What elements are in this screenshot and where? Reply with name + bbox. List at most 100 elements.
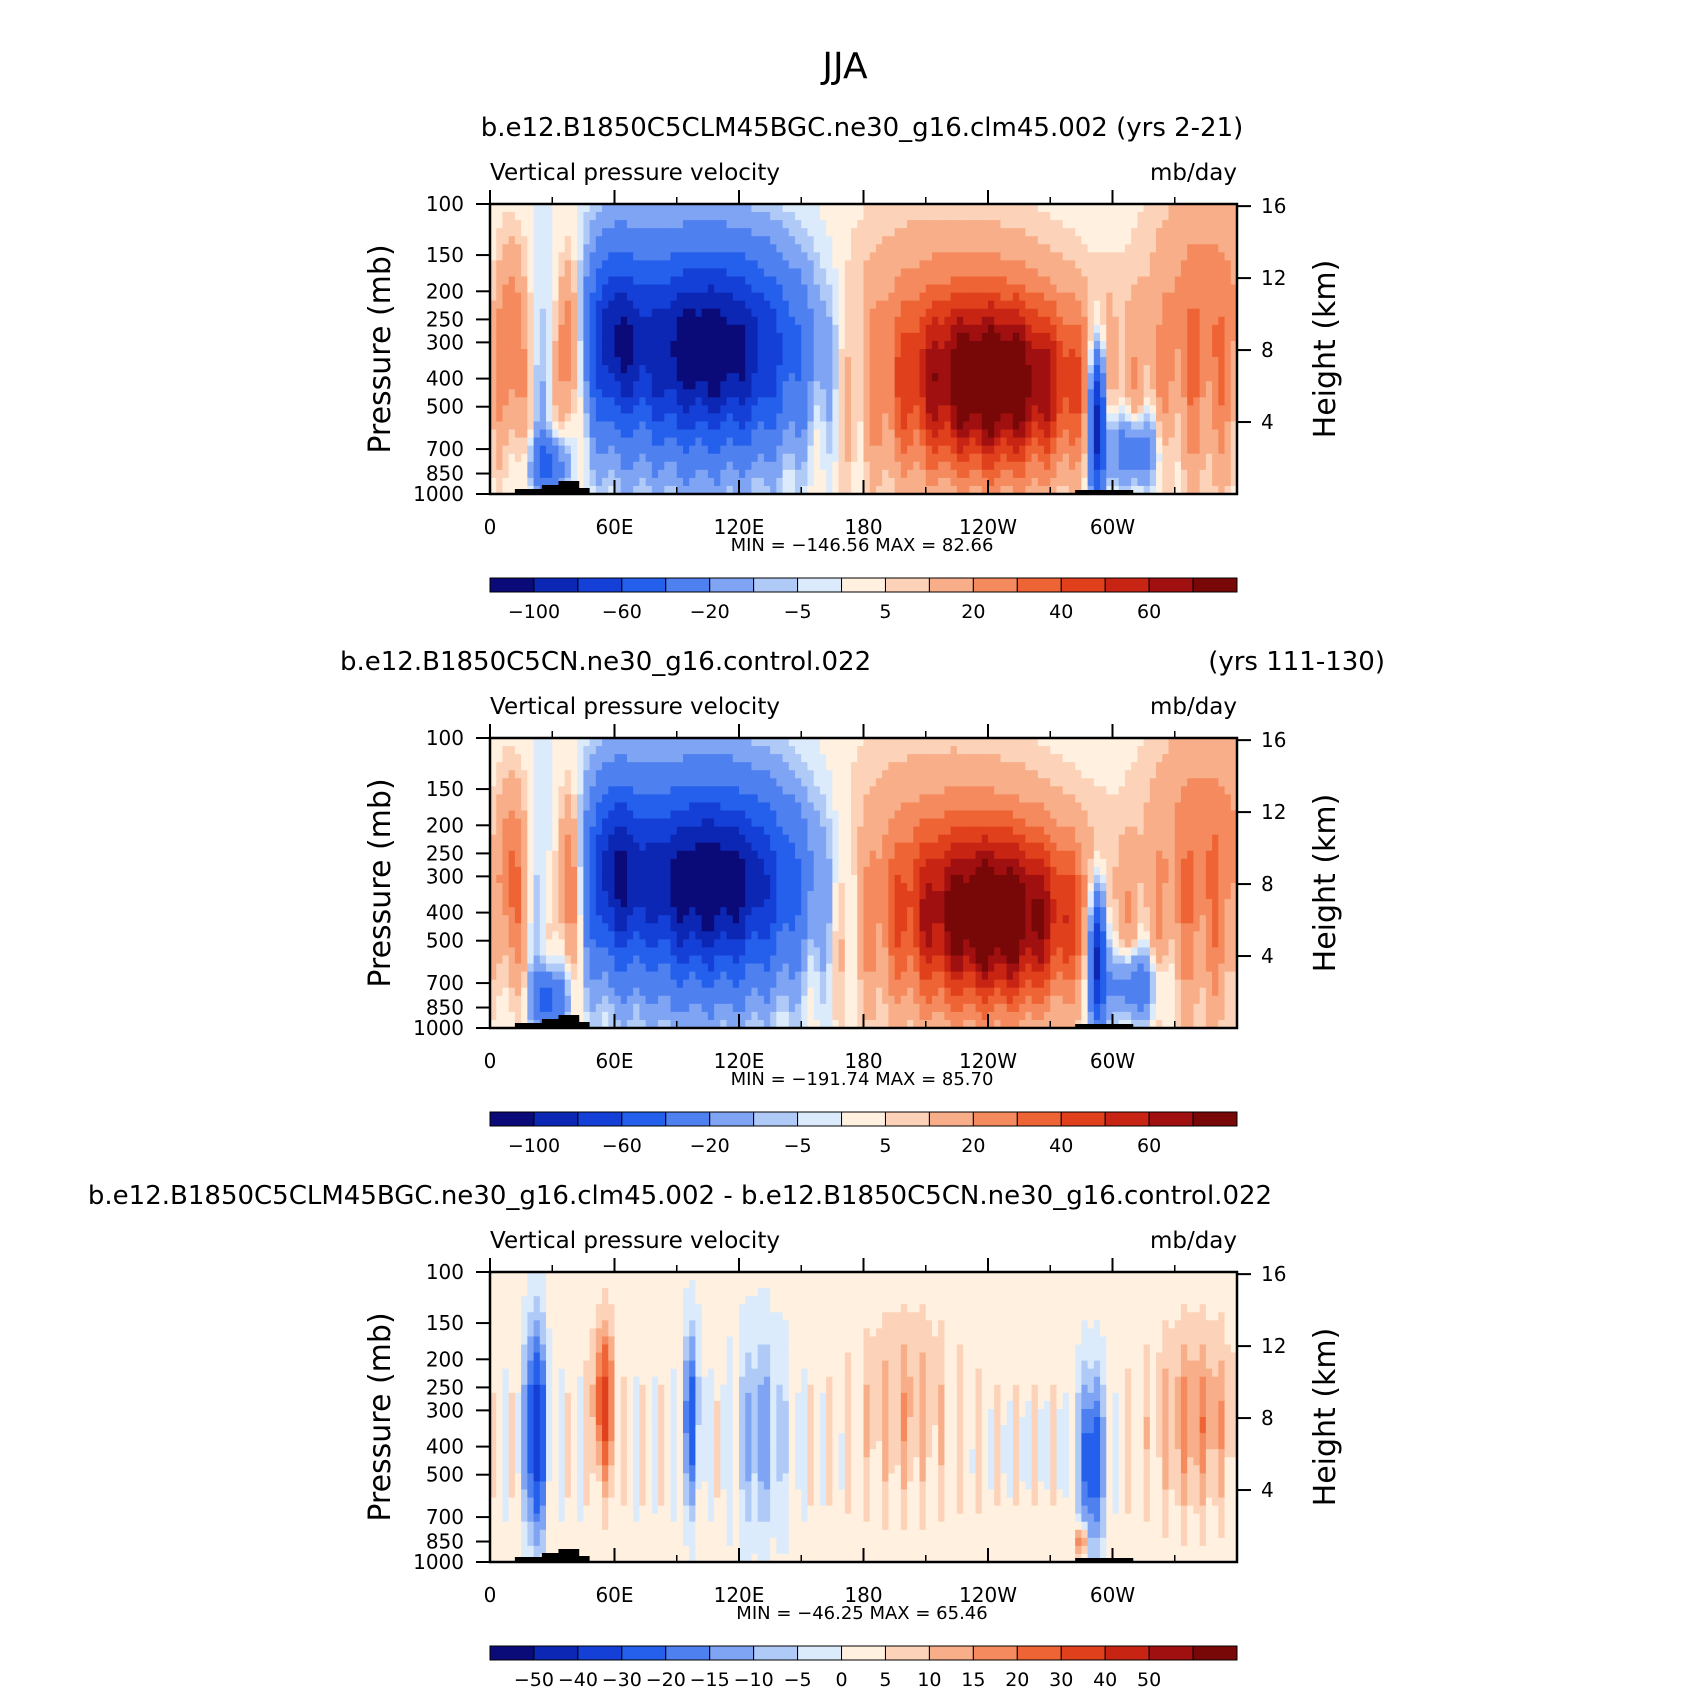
heatmap-cell	[1062, 413, 1070, 423]
heatmap-cell	[1075, 284, 1082, 294]
heatmap-cell	[695, 373, 703, 382]
heatmap-cell	[1056, 204, 1064, 213]
heatmap-cell	[521, 754, 528, 763]
heatmap-cell	[1006, 461, 1014, 471]
heatmap-cell	[1187, 300, 1195, 310]
heatmap-cell	[651, 405, 659, 415]
heatmap-cell	[1218, 469, 1226, 479]
heatmap-cell	[963, 437, 970, 447]
heatmap-cell	[782, 413, 790, 423]
heatmap-cell	[514, 421, 522, 431]
heatmap-cell	[552, 421, 560, 431]
heatmap-cell	[1025, 469, 1033, 479]
heatmap-cell	[1037, 754, 1045, 763]
heatmap-cell	[595, 365, 603, 374]
heatmap-cell	[894, 365, 902, 374]
heatmap-cell	[751, 437, 759, 447]
heatmap-cell	[907, 316, 914, 326]
heatmap-cell	[1124, 421, 1132, 431]
heatmap-cell	[732, 754, 740, 763]
heatmap-cell	[1131, 228, 1138, 237]
heatmap-cell	[882, 746, 889, 755]
heatmap-cell	[1044, 437, 1051, 447]
heatmap-cell	[620, 268, 628, 278]
heatmap-cell	[732, 421, 740, 431]
heatmap-cell	[689, 228, 697, 237]
heatmap-cell	[913, 397, 921, 406]
heatmap-cell	[1056, 453, 1064, 463]
heatmap-cell	[782, 365, 790, 374]
heatmap-cell	[1230, 413, 1238, 423]
heatmap-cell	[981, 365, 989, 374]
heatmap-cell	[1212, 252, 1219, 261]
heatmap-cell	[981, 437, 989, 447]
heatmap-cell	[1137, 469, 1145, 479]
heatmap-cell	[963, 381, 970, 390]
heatmap-cell	[925, 389, 933, 398]
heatmap-cell	[1112, 252, 1120, 261]
heatmap-cell	[782, 485, 790, 495]
heatmap-cell	[888, 276, 896, 286]
heatmap-cell	[1050, 332, 1058, 342]
heatmap-cell	[570, 437, 578, 447]
y-tick-label: 700	[426, 437, 464, 461]
heatmap-cell	[1025, 397, 1033, 406]
heatmap-cell	[844, 324, 852, 334]
heatmap-cell	[819, 300, 827, 310]
heatmap-cell	[1193, 453, 1201, 463]
heatmap-cell	[1044, 389, 1051, 398]
heatmap-cell	[1100, 228, 1107, 237]
heatmap-cell	[757, 308, 765, 318]
heatmap-cell	[1205, 276, 1213, 286]
heatmap-cell	[1180, 437, 1188, 447]
heatmap-cell	[602, 373, 609, 382]
heatmap-cell	[626, 308, 634, 318]
heatmap-cell	[1199, 405, 1207, 415]
heatmap-cell	[1168, 413, 1176, 423]
heatmap-cell	[763, 453, 771, 463]
heatmap-cell	[1112, 349, 1120, 358]
heatmap-cell	[1131, 316, 1138, 326]
heatmap-cell	[900, 340, 908, 350]
heatmap-cell	[1093, 381, 1101, 390]
heatmap-cell	[726, 268, 734, 278]
heatmap-cell	[857, 445, 865, 455]
heatmap-cell	[527, 738, 535, 747]
heatmap-cell	[651, 373, 659, 382]
heatmap-cell	[583, 373, 591, 382]
heatmap-cell	[801, 453, 809, 463]
heatmap-cell	[514, 212, 522, 221]
heatmap-cell	[682, 762, 690, 771]
heatmap-cell	[1187, 220, 1195, 229]
heatmap-cell	[1137, 324, 1145, 334]
heatmap-cell	[558, 220, 566, 229]
heatmap-cell	[689, 461, 697, 471]
heatmap-cell	[1131, 762, 1138, 771]
heatmap-cell	[988, 373, 995, 382]
heatmap-cell	[639, 469, 647, 479]
heatmap-cell	[608, 770, 616, 779]
heatmap-cell	[514, 204, 522, 213]
heatmap-cell	[732, 308, 740, 318]
heatmap-cell	[689, 340, 697, 350]
heatmap-cell	[676, 437, 684, 447]
heatmap-cell	[1143, 437, 1151, 447]
heatmap-cell	[963, 220, 970, 229]
heatmap-cell	[757, 389, 765, 398]
heatmap-cell	[875, 762, 883, 771]
heatmap-cell	[1187, 469, 1195, 479]
heatmap-cell	[608, 477, 616, 487]
heatmap-cell	[508, 260, 516, 270]
heatmap-cell	[795, 268, 802, 278]
heatmap-cell	[1068, 453, 1076, 463]
heatmap-cell	[1044, 746, 1051, 755]
heatmap-cell	[981, 340, 989, 350]
heatmap-cell	[1218, 445, 1226, 455]
heatmap-cell	[639, 365, 647, 374]
heatmap-cell	[1031, 260, 1039, 270]
heatmap-cell	[1124, 308, 1132, 318]
heatmap-cell	[1031, 429, 1039, 439]
heatmap-cell	[676, 453, 684, 463]
heatmap-cell	[552, 260, 560, 270]
heatmap-cell	[1180, 373, 1188, 382]
